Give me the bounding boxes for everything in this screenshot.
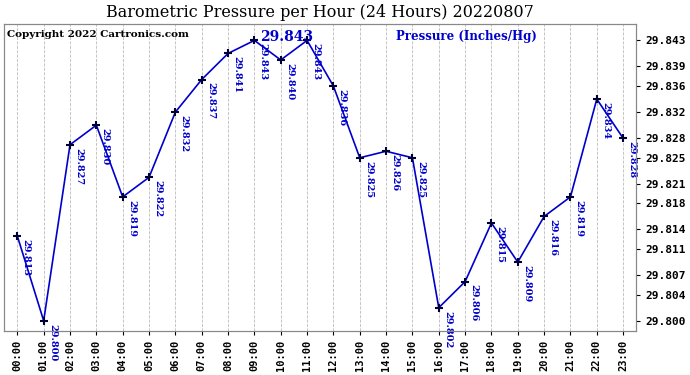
Text: 29.815: 29.815 [495,226,504,263]
Text: 29.837: 29.837 [206,82,215,119]
Text: 29.843: 29.843 [259,43,268,80]
Text: 29.843: 29.843 [260,30,313,44]
Text: 29.800: 29.800 [48,324,57,361]
Text: 29.825: 29.825 [417,160,426,198]
Text: 29.828: 29.828 [627,141,636,178]
Text: 29.822: 29.822 [153,180,162,217]
Text: 29.826: 29.826 [391,154,400,191]
Title: Barometric Pressure per Hour (24 Hours) 20220807: Barometric Pressure per Hour (24 Hours) … [106,4,534,21]
Text: 29.832: 29.832 [179,115,188,152]
Text: 29.834: 29.834 [601,102,610,139]
Text: 29.809: 29.809 [522,265,531,302]
Text: 29.840: 29.840 [285,63,294,100]
Text: 29.819: 29.819 [127,200,136,237]
Text: 29.836: 29.836 [337,89,346,126]
Text: 29.841: 29.841 [233,56,241,93]
Text: 29.827: 29.827 [75,147,83,184]
Text: 29.813: 29.813 [21,239,30,276]
Text: Copyright 2022 Cartronics.com: Copyright 2022 Cartronics.com [8,30,189,39]
Text: 29.843: 29.843 [311,43,320,80]
Text: 29.825: 29.825 [364,160,373,198]
Text: 29.830: 29.830 [101,128,110,165]
Text: 29.816: 29.816 [549,219,558,256]
Text: 29.819: 29.819 [575,200,584,237]
Text: 29.806: 29.806 [469,284,478,322]
Text: 29.802: 29.802 [443,310,452,348]
Text: Pressure (Inches/Hg): Pressure (Inches/Hg) [396,30,537,43]
